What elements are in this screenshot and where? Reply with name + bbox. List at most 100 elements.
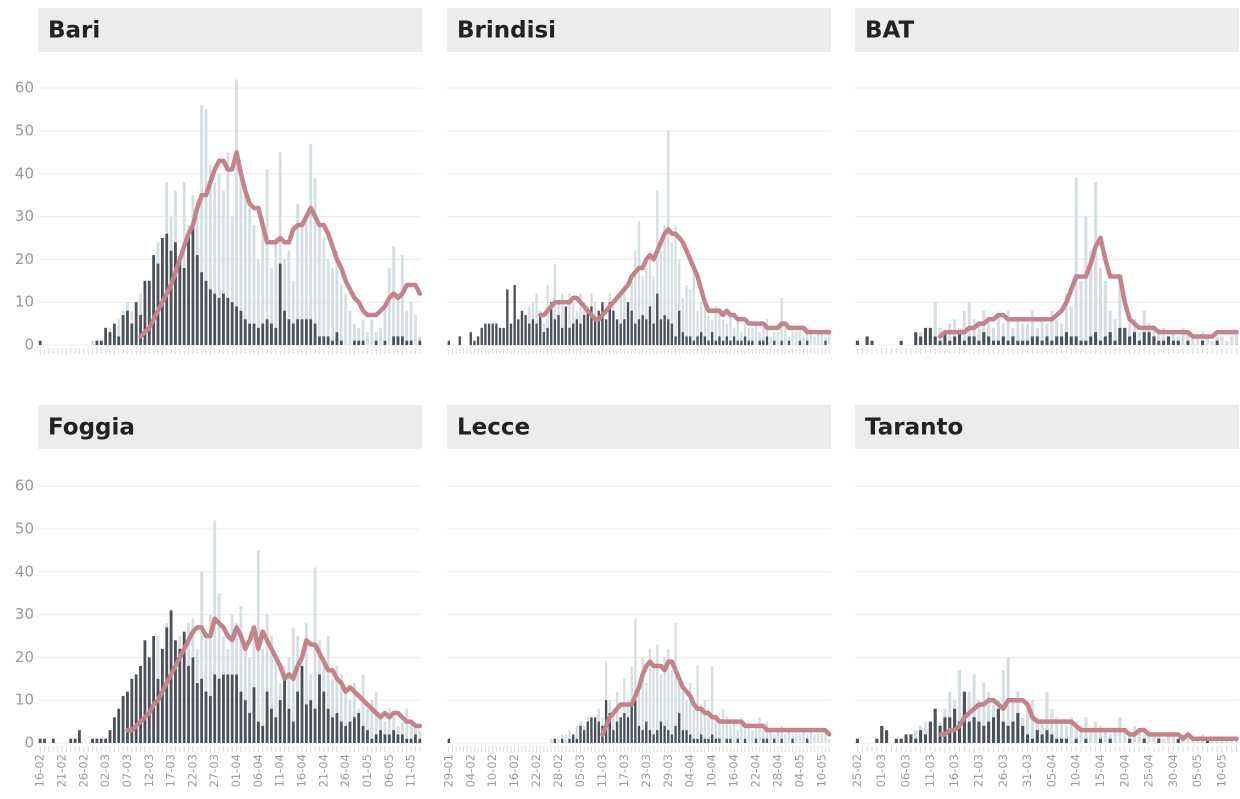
bar	[590, 306, 593, 345]
bar	[1220, 336, 1224, 345]
bar	[270, 635, 273, 743]
bar	[1171, 734, 1175, 743]
bar	[99, 738, 103, 743]
bar	[791, 738, 794, 743]
bar	[213, 674, 217, 743]
bar	[152, 255, 156, 345]
bar	[313, 567, 317, 743]
x-tick-label: 22-03	[185, 754, 199, 787]
bar	[1055, 336, 1059, 345]
bar	[513, 285, 516, 345]
bar	[235, 79, 238, 345]
bar	[348, 721, 352, 743]
bar	[1123, 327, 1127, 345]
bar	[458, 336, 461, 345]
bar	[335, 713, 339, 743]
bar	[692, 340, 696, 345]
x-tick-label: 22-02	[529, 754, 543, 787]
bar	[91, 340, 94, 345]
trend-line	[138, 150, 423, 339]
bar	[933, 302, 937, 345]
y-tick-label: 30	[15, 605, 34, 623]
bar	[156, 678, 160, 743]
panel-title: Foggia	[48, 415, 135, 441]
bar	[1035, 336, 1039, 345]
bar	[1026, 734, 1030, 743]
bar	[104, 738, 108, 743]
bar	[663, 225, 666, 345]
bar	[278, 700, 282, 743]
x-tick-label: 01-03	[874, 754, 888, 787]
bar	[765, 319, 769, 345]
bar	[685, 285, 688, 345]
x-tick-label: 16-02	[507, 754, 521, 787]
bar	[582, 730, 586, 743]
bar	[1001, 336, 1005, 345]
bar	[817, 332, 820, 345]
bar	[564, 306, 568, 345]
bar	[550, 302, 553, 345]
bar	[383, 340, 387, 345]
bar	[300, 225, 304, 345]
bar	[652, 323, 655, 345]
bar	[612, 708, 615, 743]
bar	[1128, 336, 1132, 345]
bar	[239, 691, 243, 743]
bar	[222, 293, 225, 345]
bar	[597, 310, 600, 345]
x-tick-label: 01-05	[360, 754, 374, 787]
bar	[626, 717, 630, 743]
bar	[1045, 336, 1049, 345]
bar	[1050, 708, 1054, 743]
x-tick-label: 25-04	[1142, 754, 1156, 787]
panel: Foggia 0 10 20 30 40 50 60 16-02 21-02 26-02 02-03 0…	[15, 405, 423, 787]
bar	[339, 674, 343, 743]
x-tick-label: 07-03	[120, 754, 134, 787]
bar	[919, 336, 923, 345]
bar	[322, 691, 326, 743]
x-tick-label: 27-03	[207, 754, 221, 787]
bar	[43, 738, 46, 743]
x-tick-label: 22-04	[749, 754, 763, 787]
bar	[352, 323, 356, 345]
bar	[1094, 182, 1098, 345]
y-tick-label: 50	[15, 121, 34, 139]
bar	[1137, 332, 1141, 345]
bar	[703, 336, 706, 345]
bar	[261, 725, 265, 743]
bar	[95, 738, 99, 743]
bar	[265, 169, 269, 345]
bar	[634, 323, 637, 345]
bar	[1026, 323, 1030, 345]
bar	[1045, 323, 1049, 345]
bar	[991, 327, 996, 345]
bar	[418, 340, 422, 345]
bar	[300, 319, 304, 345]
bar	[447, 340, 450, 345]
bar	[820, 734, 824, 743]
bar	[130, 323, 134, 345]
x-tick-label: 11-05	[404, 754, 418, 787]
bar	[226, 297, 230, 345]
bar	[740, 340, 743, 345]
bar	[894, 738, 898, 743]
bar	[374, 332, 378, 345]
bar	[370, 319, 374, 345]
bar	[304, 623, 308, 743]
bar	[648, 648, 652, 743]
bar	[352, 717, 356, 743]
bar	[590, 717, 593, 743]
bar	[568, 738, 571, 743]
bar	[564, 734, 568, 743]
bar	[619, 717, 622, 743]
bar	[977, 340, 981, 345]
bar	[725, 738, 728, 743]
bar	[659, 319, 663, 345]
bar	[754, 725, 758, 743]
bar	[615, 721, 619, 743]
bar	[278, 263, 282, 345]
bar	[357, 340, 361, 345]
bar	[1006, 340, 1010, 345]
bar	[579, 293, 582, 345]
bar	[707, 315, 710, 345]
